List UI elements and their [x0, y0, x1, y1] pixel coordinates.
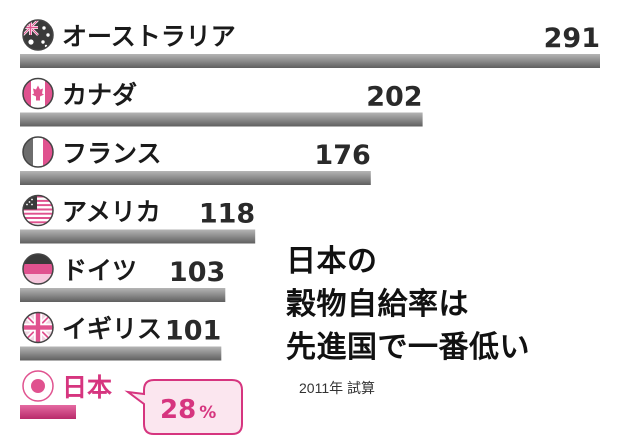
- bar-rows: オーストラリア 291 カナダ 202 フランス 176 アメリカ 118 ドイツ 103イギリス…: [20, 19, 600, 419]
- chart-headline: 日本の 穀物自給率は 先進国で一番低い: [286, 240, 530, 369]
- bar-2: [20, 171, 371, 185]
- headline-line-2: 穀物自給率は: [286, 287, 469, 322]
- australia-flag: [22, 19, 54, 51]
- japan-flag: [22, 370, 54, 402]
- japan-callout: 28%: [124, 379, 243, 435]
- country-label-5: イギリス: [62, 315, 162, 344]
- france-flag: [22, 136, 54, 168]
- japan-value-label: 28%: [160, 395, 216, 425]
- bar-0: [20, 54, 600, 68]
- value-label-3: 118: [199, 199, 255, 230]
- bar-1: [20, 112, 423, 127]
- chart-note: 2011年 試算: [299, 380, 375, 396]
- callout-bubble: [124, 379, 243, 435]
- bar-6: [20, 405, 76, 419]
- country-label-1: カナダ: [62, 81, 137, 110]
- value-label-4: 103: [169, 257, 225, 288]
- country-label-2: フランス: [62, 139, 162, 168]
- germany-flag: [22, 253, 54, 285]
- japan-value-unit: %: [199, 403, 216, 423]
- usa-flag: [22, 194, 54, 227]
- bar-3: [20, 229, 256, 244]
- uk-flag: [22, 311, 54, 344]
- canada-flag: [22, 77, 54, 110]
- headline-line-3: 先進国で一番低い: [286, 330, 530, 365]
- country-label-6: 日本: [62, 373, 112, 402]
- bar-4: [20, 288, 226, 302]
- value-label-0: 291: [544, 23, 600, 54]
- headline-line-1: 日本の: [286, 244, 378, 279]
- value-label-5: 101: [165, 316, 221, 347]
- value-label-1: 202: [366, 82, 422, 113]
- japan-value-number: 28: [160, 395, 196, 425]
- value-label-2: 176: [314, 140, 370, 171]
- country-label-4: ドイツ: [62, 256, 137, 285]
- country-label-3: アメリカ: [62, 198, 161, 227]
- bar-5: [20, 346, 222, 361]
- country-label-0: オーストラリア: [62, 22, 236, 51]
